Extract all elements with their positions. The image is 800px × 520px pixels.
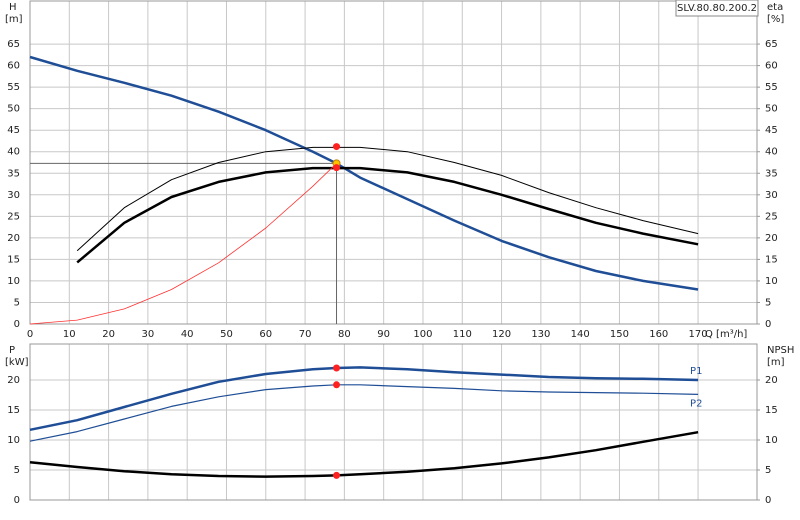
chart-title: SLV.80.80.200.2 [677,3,757,14]
y-tick-label: 25 [7,211,20,222]
x-tick-label: 40 [181,329,194,340]
y2-axis-unit: [m] [767,357,785,368]
y-tick-label: 15 [7,254,20,265]
plot-area [30,1,757,324]
plot-area [30,344,757,500]
y-tick-label: 35 [7,168,20,179]
y-tick-label: 0 [14,319,20,330]
x-tick-label: 30 [142,329,155,340]
y-axis-unit: [m] [5,14,23,25]
y2-tick-label: 15 [765,405,778,416]
y2-tick-label: 5 [765,297,771,308]
y-tick-label: 5 [14,297,20,308]
duty-point [333,471,341,479]
y-tick-label: 50 [7,104,20,115]
curve-label: P1 [690,366,702,377]
curve [29,430,699,478]
y-axis-unit: [kW] [5,357,29,368]
y2-axis-unit: [%] [767,14,784,25]
x-tick-label: 110 [453,329,472,340]
y-tick-label: 0 [14,495,20,506]
y-tick-label: 40 [7,147,20,158]
x-tick-label: 170 [689,329,708,340]
y-tick-label: 30 [7,190,20,201]
y-tick-label: 20 [7,233,20,244]
curve [29,366,699,432]
y-tick-label: 10 [7,276,20,287]
y-axis-label: P [9,345,15,356]
x-tick-label: 70 [299,329,312,340]
y2-tick-label: 60 [765,61,778,72]
y-tick-label: 5 [14,465,20,476]
y-axis-label: H [9,2,17,13]
y-tick-label: 65 [7,39,20,50]
title-box [675,0,759,17]
y2-tick-label: 0 [765,319,771,330]
y-tick-label: 10 [7,435,20,446]
y2-tick-label: 15 [765,254,778,265]
y2-tick-label: 0 [765,495,771,506]
x-tick-label: 60 [259,329,272,340]
y2-axis-label: eta [767,2,783,13]
x-tick-label: 0 [27,329,33,340]
y-tick-label: 20 [7,375,20,386]
y2-tick-label: 65 [765,39,778,50]
x-tick-label: 50 [220,329,233,340]
x-tick-label: 160 [649,329,668,340]
y-tick-label: 45 [7,125,20,136]
x-tick-label: 150 [610,329,629,340]
curve [76,166,699,264]
duty-point [333,364,341,372]
y2-tick-label: 50 [765,104,778,115]
y-tick-label: 60 [7,61,20,72]
x-tick-label: 10 [63,329,76,340]
x-tick-label: 100 [413,329,432,340]
curve [29,55,699,291]
y2-tick-label: 55 [765,82,778,93]
curve-label: P2 [690,398,702,409]
x-tick-label: 80 [338,329,351,340]
curve [29,163,337,325]
y2-tick-label: 10 [765,435,778,446]
duty-point [333,381,341,389]
x-axis-label: Q [m³/h] [705,329,747,340]
y2-tick-label: 5 [765,465,771,476]
y2-tick-label: 20 [765,375,778,386]
curve [29,384,699,442]
duty-point [333,164,341,172]
y2-tick-label: 40 [765,147,778,158]
duty-point [333,143,341,151]
y2-tick-label: 10 [765,276,778,287]
y2-tick-label: 35 [765,168,778,179]
y2-tick-label: 20 [765,233,778,244]
y2-tick-label: 25 [765,211,778,222]
y-tick-label: 55 [7,82,20,93]
x-tick-label: 140 [571,329,590,340]
y2-tick-label: 30 [765,190,778,201]
plot-frame [29,343,758,501]
curve [76,146,699,252]
x-tick-label: 20 [102,329,115,340]
x-tick-label: 120 [492,329,511,340]
x-tick-label: 130 [531,329,550,340]
y2-tick-label: 45 [765,125,778,136]
y-tick-label: 15 [7,405,20,416]
plot-frame [29,0,758,325]
y2-axis-label: NPSH [767,345,794,356]
x-tick-label: 90 [377,329,390,340]
